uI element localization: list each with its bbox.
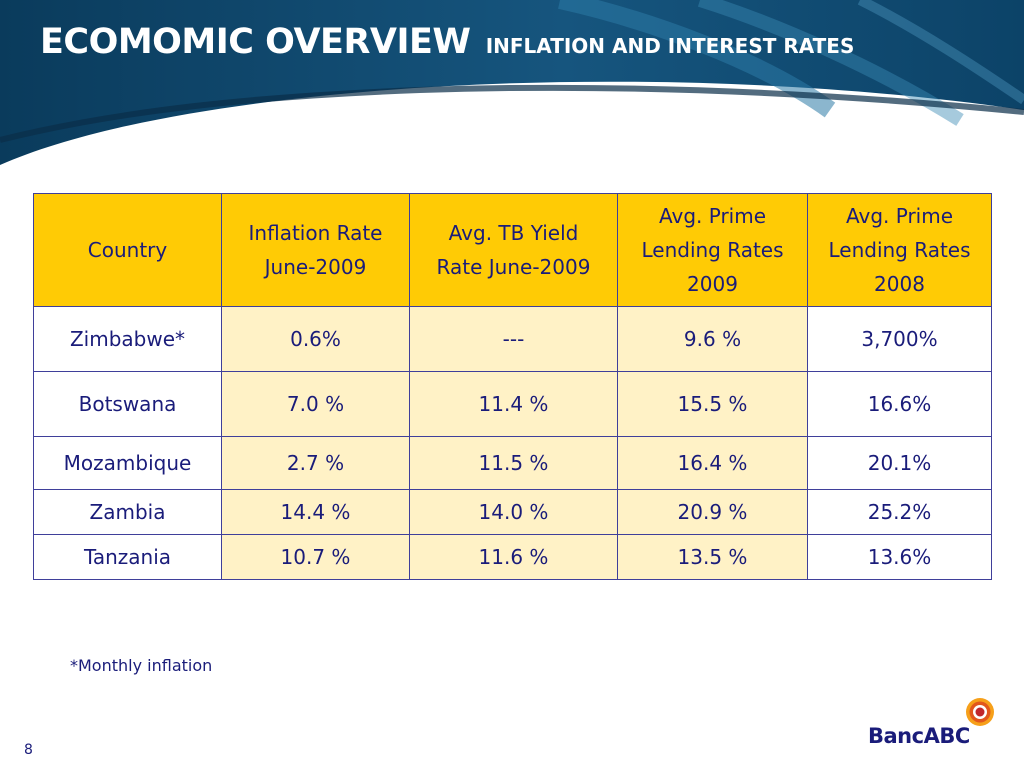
- cell-tb-yield: 14.0 %: [409, 489, 618, 535]
- rates-table: Country Inflation Rate June-2009 Avg. TB…: [33, 193, 992, 580]
- header-inflation-rate: Inflation Rate June-2009: [221, 193, 410, 307]
- table-row: Zimbabwe* 0.6% --- 9.6 % 3,700%: [33, 306, 992, 372]
- cell-prime-2008: 13.6%: [807, 534, 992, 580]
- logo-text: BancABC: [868, 724, 970, 748]
- bancabc-logo: BancABC: [868, 696, 998, 750]
- table-row: Mozambique 2.7 % 11.5 % 16.4 % 20.1%: [33, 436, 992, 490]
- header-country: Country: [33, 193, 222, 307]
- cell-country: Zimbabwe*: [33, 306, 222, 372]
- header-prime-2008: Avg. Prime Lending Rates 2008: [807, 193, 992, 307]
- cell-prime-2009: 9.6 %: [617, 306, 808, 372]
- cell-prime-2008: 3,700%: [807, 306, 992, 372]
- cell-prime-2008: 25.2%: [807, 489, 992, 535]
- cell-country: Tanzania: [33, 534, 222, 580]
- cell-country: Mozambique: [33, 436, 222, 490]
- cell-prime-2009: 20.9 %: [617, 489, 808, 535]
- title-main: ECOMOMIC OVERVIEW: [40, 22, 471, 62]
- table-row: Botswana 7.0 % 11.4 % 15.5 % 16.6%: [33, 371, 992, 437]
- cell-prime-2008: 16.6%: [807, 371, 992, 437]
- title-sub: INFLATION AND INTEREST RATES: [485, 34, 855, 58]
- table-row: Zambia 14.4 % 14.0 % 20.9 % 25.2%: [33, 489, 992, 535]
- cell-country: Botswana: [33, 371, 222, 437]
- cell-prime-2008: 20.1%: [807, 436, 992, 490]
- cell-tb-yield: 11.4 %: [409, 371, 618, 437]
- cell-inflation: 0.6%: [221, 306, 410, 372]
- cell-country: Zambia: [33, 489, 222, 535]
- header-banner: [0, 0, 1024, 165]
- cell-inflation: 7.0 %: [221, 371, 410, 437]
- cell-inflation: 2.7 %: [221, 436, 410, 490]
- cell-tb-yield: ---: [409, 306, 618, 372]
- cell-tb-yield: 11.5 %: [409, 436, 618, 490]
- page-number: 8: [24, 742, 33, 758]
- cell-inflation: 14.4 %: [221, 489, 410, 535]
- table-header-row: Country Inflation Rate June-2009 Avg. TB…: [33, 193, 992, 307]
- footnote: *Monthly inflation: [70, 656, 213, 675]
- cell-inflation: 10.7 %: [221, 534, 410, 580]
- header-tb-yield: Avg. TB Yield Rate June-2009: [409, 193, 618, 307]
- table-row: Tanzania 10.7 % 11.6 % 13.5 % 13.6%: [33, 534, 992, 580]
- cell-prime-2009: 16.4 %: [617, 436, 808, 490]
- cell-prime-2009: 15.5 %: [617, 371, 808, 437]
- slide-title: ECOMOMIC OVERVIEW INFLATION AND INTEREST…: [40, 22, 854, 62]
- logo-ring-icon: [966, 698, 994, 726]
- cell-tb-yield: 11.6 %: [409, 534, 618, 580]
- cell-prime-2009: 13.5 %: [617, 534, 808, 580]
- header-prime-2009: Avg. Prime Lending Rates 2009: [617, 193, 808, 307]
